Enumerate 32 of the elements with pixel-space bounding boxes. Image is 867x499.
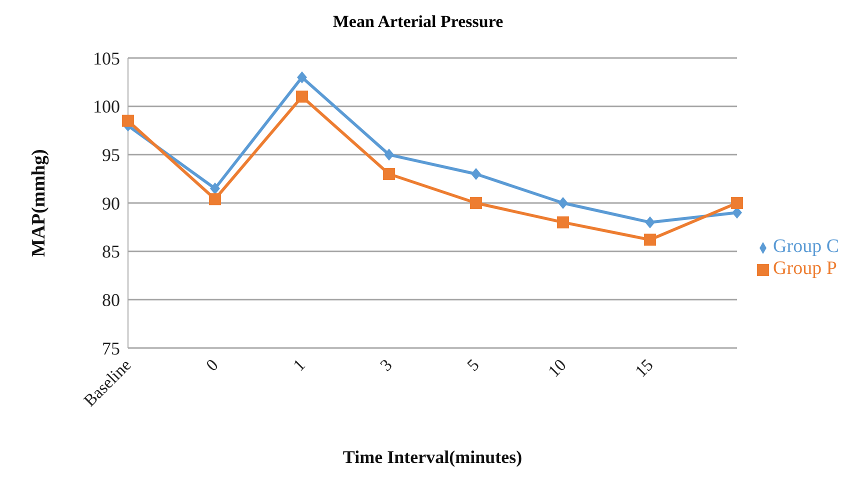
y-tick-label: 95	[102, 145, 120, 166]
x-tick-label: 10	[544, 355, 570, 381]
y-axis-title: MAP(mmhg)	[28, 149, 50, 257]
y-tick-label: 85	[102, 242, 120, 262]
x-tick-label: 3	[376, 355, 396, 375]
x-tick-label: 5	[463, 355, 483, 375]
x-tick-label: 0	[202, 355, 222, 375]
point	[209, 193, 221, 206]
x-tick-label: 15	[631, 355, 657, 381]
y-tick-label: 80	[102, 290, 120, 310]
y-tick-label: 75	[102, 338, 120, 358]
legend-label: Group P	[773, 258, 837, 279]
legend-label: Group C	[773, 236, 839, 257]
y-tick-label: 105	[93, 48, 120, 68]
point	[296, 90, 308, 103]
y-tick-label: 90	[102, 193, 120, 214]
point	[471, 168, 482, 180]
point	[383, 168, 396, 180]
point	[470, 197, 482, 209]
point	[558, 197, 568, 209]
x-tick-label: 1	[289, 355, 309, 375]
point	[210, 182, 220, 194]
point	[557, 216, 570, 228]
point	[122, 114, 134, 127]
point	[644, 234, 656, 246]
point	[297, 71, 308, 84]
chart-title: Mean Arterial Pressure	[332, 11, 504, 33]
y-tick-label: 100	[93, 96, 120, 117]
point	[384, 148, 394, 161]
x-axis-title: Time Interval(minutes)	[342, 447, 522, 467]
point	[645, 216, 656, 228]
point	[731, 197, 744, 209]
